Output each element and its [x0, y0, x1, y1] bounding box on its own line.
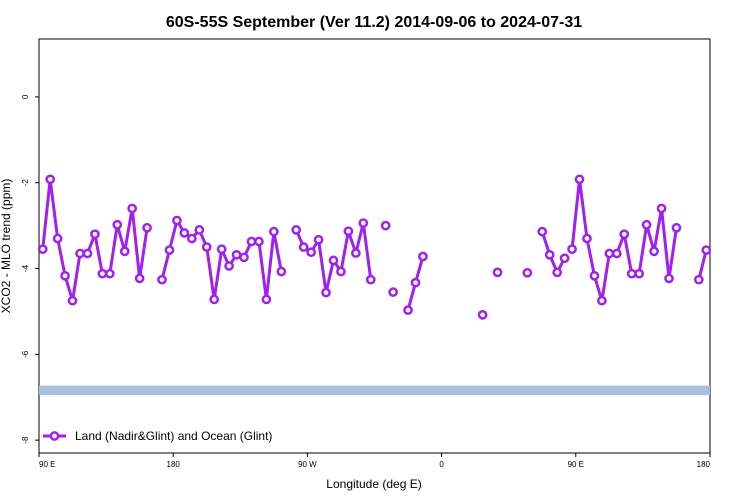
data-point — [641, 219, 652, 230]
data-point — [291, 225, 302, 235]
reference-band — [39, 385, 710, 396]
data-point — [209, 294, 220, 305]
data-point — [216, 244, 227, 255]
data-point — [522, 267, 533, 278]
data-point — [693, 274, 704, 285]
y-tick-label: 0 — [21, 94, 30, 99]
data-point — [186, 233, 197, 244]
data-point — [269, 226, 279, 237]
legend-marker — [49, 431, 60, 441]
y-tick-label: -6 — [21, 350, 30, 358]
data-point — [201, 242, 212, 252]
legend-label: Land (Nadir&Glint) and Ocean (Glint) — [75, 429, 272, 443]
data-point — [276, 266, 287, 277]
data-point — [75, 248, 85, 259]
data-point — [574, 174, 585, 185]
data-point — [224, 261, 234, 271]
y-tick-label: -4 — [21, 264, 30, 272]
data-point — [358, 218, 369, 228]
data-point — [336, 266, 346, 277]
data-point — [544, 249, 555, 260]
data-point — [127, 203, 138, 214]
x-axis-label: Longitude (deg E) — [326, 477, 421, 491]
data-point — [157, 274, 167, 285]
data-point — [567, 244, 577, 255]
data-point — [634, 268, 645, 279]
data-point — [343, 226, 354, 237]
data-point — [60, 270, 70, 281]
data-point — [656, 203, 667, 214]
series-line — [540, 231, 566, 274]
data-point — [597, 295, 607, 306]
data-point — [67, 295, 78, 306]
reference-band-layer — [39, 385, 710, 396]
data-point — [611, 248, 622, 259]
x-tick-label: 90 E — [39, 460, 55, 469]
x-tick-label: 180 — [167, 460, 181, 469]
data-point — [418, 251, 428, 262]
y-axis: 0 -2 -4 -6 -8 — [21, 94, 39, 444]
data-point — [313, 234, 324, 245]
data-point — [194, 225, 205, 235]
data-point — [119, 246, 130, 257]
data-point — [582, 233, 592, 244]
data-point — [626, 268, 637, 279]
plot-frame — [38, 38, 711, 454]
data-point — [380, 220, 391, 231]
data-point — [537, 226, 548, 237]
data-point — [365, 274, 376, 285]
data-point — [37, 244, 48, 255]
data-point — [701, 245, 712, 255]
legend: Land (Nadir&Glint) and Ocean (Glint) — [43, 429, 272, 443]
x-tick-label: 90 E — [568, 460, 584, 469]
series-layer — [37, 174, 712, 320]
data-point — [231, 249, 242, 260]
data-point — [410, 277, 421, 288]
data-point — [246, 236, 257, 247]
y-axis-label: XCO2 - MLO trend (ppm) — [0, 179, 13, 314]
data-point — [82, 248, 93, 259]
chart-title: 60S-55S September (Ver 11.2) 2014-09-06 … — [166, 14, 582, 31]
data-point — [351, 248, 361, 258]
data-point — [492, 267, 503, 278]
data-point — [328, 255, 339, 266]
data-point — [664, 273, 674, 284]
data-point — [142, 222, 152, 233]
data-point — [164, 245, 175, 255]
data-point — [306, 247, 316, 258]
data-point — [671, 222, 682, 233]
data-point — [179, 228, 190, 238]
data-point — [403, 305, 413, 315]
data-point — [104, 268, 115, 279]
y-tick-label: -2 — [21, 179, 30, 187]
data-point — [604, 248, 615, 259]
data-point — [388, 287, 398, 297]
data-point — [97, 268, 108, 279]
data-point — [589, 270, 600, 281]
data-point — [552, 267, 563, 278]
data-point — [298, 242, 309, 252]
data-point — [90, 229, 100, 240]
data-point — [172, 215, 182, 226]
data-point — [45, 174, 56, 185]
y-tick-label: -8 — [21, 436, 30, 444]
data-point — [52, 233, 63, 244]
x-tick-label: 0 — [439, 460, 444, 469]
data-point — [261, 294, 272, 305]
data-point — [134, 273, 145, 284]
data-point — [649, 246, 659, 257]
x-axis: 90 E 180 90 W 0 90 E 180 — [38, 453, 711, 469]
data-point — [559, 253, 570, 264]
data-point — [619, 229, 630, 240]
data-point — [321, 287, 331, 298]
x-tick-label: 90 W — [298, 460, 317, 469]
data-point — [477, 310, 488, 320]
series-line — [697, 249, 708, 281]
x-tick-label: 180 — [697, 460, 711, 469]
data-point — [112, 219, 123, 230]
data-point — [239, 252, 249, 263]
data-point — [254, 236, 264, 247]
